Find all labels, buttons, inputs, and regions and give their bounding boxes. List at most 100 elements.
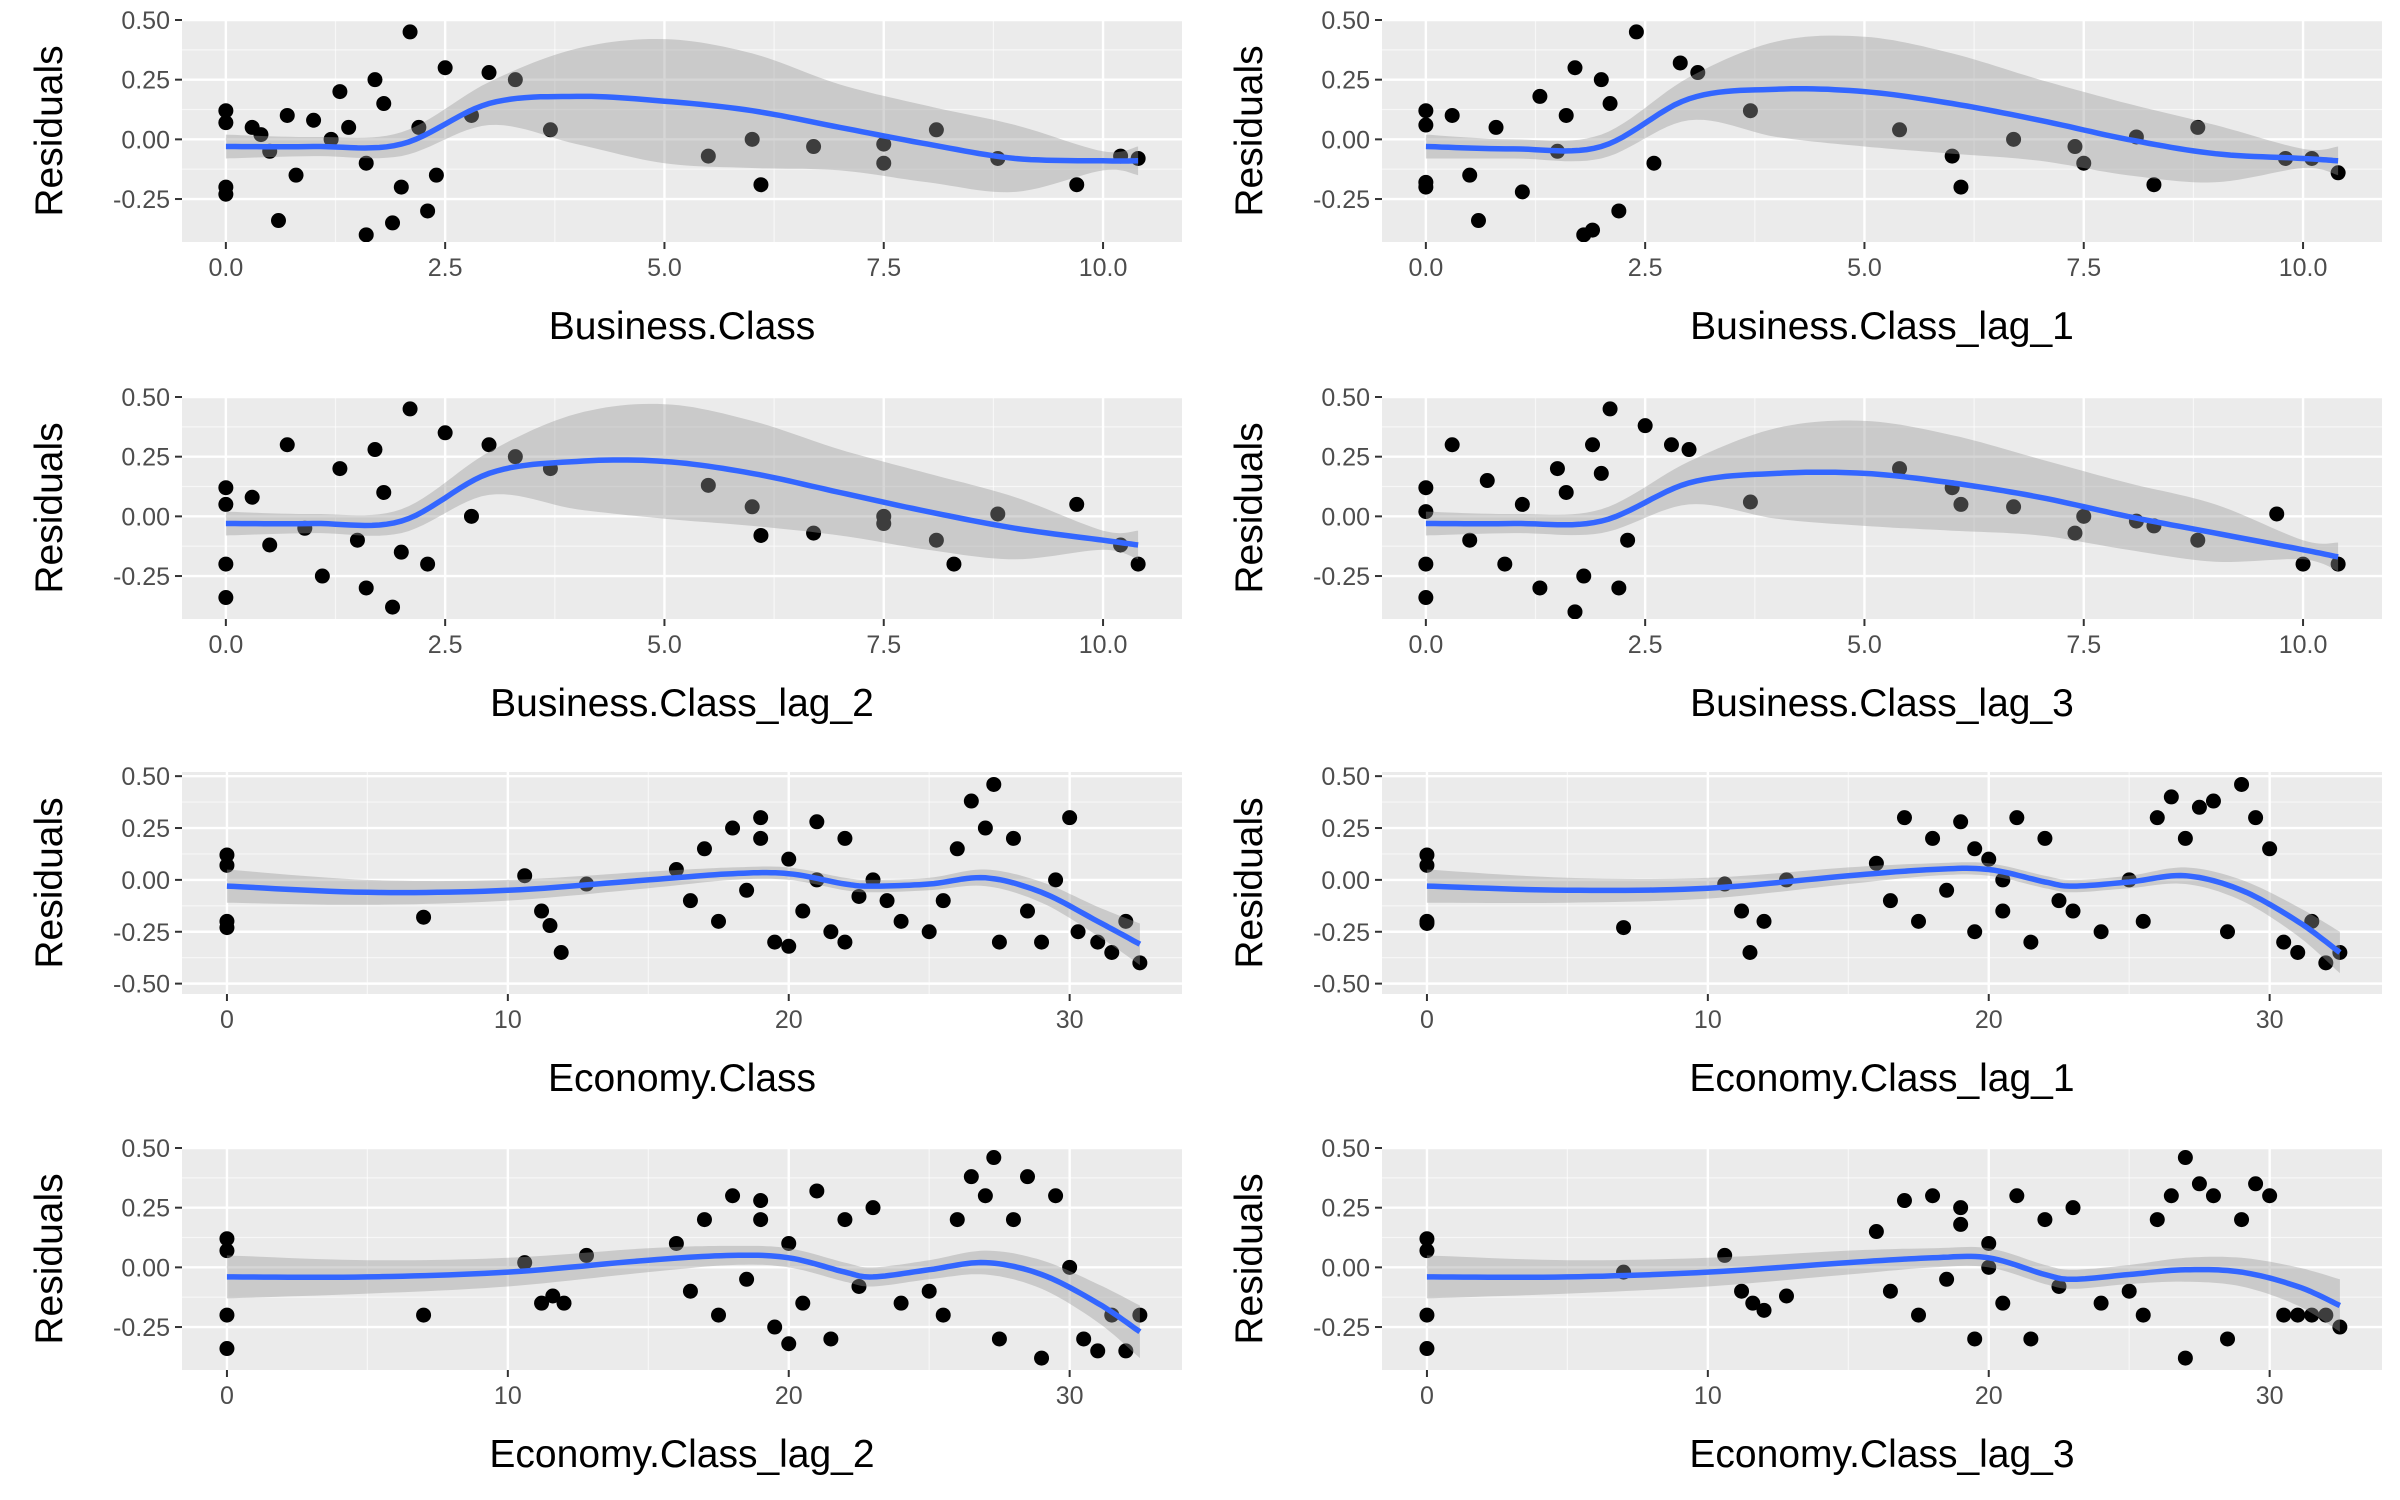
- residual-panel: 0 10 20 30 -0.50 -0.25 0.00 0.25 0.50 Economy.Cla…: [1228, 763, 2382, 1100]
- x-tick-label: 0.0: [1408, 254, 1443, 282]
- smooth-line: [225, 457, 1139, 548]
- data-point: [1892, 122, 1908, 138]
- data-point: [2262, 1188, 2278, 1204]
- data-point: [1925, 830, 1941, 846]
- y-tick-label: -0.25: [1313, 919, 1370, 947]
- data-point: [2304, 1307, 2320, 1323]
- data-point: [2067, 525, 2083, 541]
- data-point: [753, 527, 769, 543]
- data-point: [795, 1295, 811, 1311]
- panel-background: [1382, 397, 2382, 619]
- data-point: [402, 24, 418, 40]
- data-point: [2023, 1331, 2039, 1347]
- data-point: [711, 913, 727, 929]
- x-tick-label: 10: [494, 1382, 522, 1410]
- data-point: [1745, 1295, 1761, 1311]
- x-axis-title: Business.Class_lag_3: [1690, 682, 2074, 725]
- data-point: [876, 516, 892, 532]
- data-point: [2065, 903, 2081, 919]
- data-point: [2006, 499, 2022, 515]
- x-tick-label: 10: [1694, 1382, 1722, 1410]
- data-point: [2037, 830, 2053, 846]
- plot-area: [1418, 401, 2346, 619]
- data-point: [219, 847, 235, 863]
- plot-area: [1419, 1150, 2348, 1366]
- data-point: [2248, 1176, 2264, 1192]
- data-point: [1514, 184, 1530, 200]
- data-point: [753, 830, 769, 846]
- data-point: [1576, 568, 1592, 584]
- data-point: [219, 920, 235, 936]
- data-point: [367, 72, 383, 88]
- data-point: [218, 103, 234, 119]
- y-tick-label: -0.25: [1313, 563, 1370, 591]
- plot-area: [219, 1150, 1148, 1366]
- data-point: [2332, 1319, 2348, 1335]
- plot-area: [219, 776, 1148, 971]
- data-point: [219, 1243, 235, 1259]
- data-point: [2290, 945, 2306, 961]
- data-point: [279, 107, 295, 123]
- data-point: [1778, 1288, 1794, 1304]
- data-point: [2051, 1278, 2067, 1294]
- y-tick-label: -0.25: [113, 186, 170, 214]
- data-point: [1470, 213, 1486, 229]
- y-tick-label: 0.50: [121, 1135, 170, 1163]
- residual-panel: 0.0 2.5 5.0 7.5 10.0 -0.25 0.00 0.25 0.50 Busines…: [28, 7, 1182, 348]
- x-tick-label: 10: [494, 1006, 522, 1034]
- data-point: [420, 203, 436, 219]
- data-point: [1995, 1295, 2011, 1311]
- data-point: [556, 1295, 572, 1311]
- data-point: [1620, 532, 1636, 548]
- data-point: [1602, 401, 1618, 417]
- data-point: [682, 1283, 698, 1299]
- y-tick-label: 0.50: [121, 7, 170, 35]
- data-point: [542, 918, 558, 934]
- data-point: [2269, 506, 2285, 522]
- data-point: [1672, 55, 1688, 71]
- data-point: [437, 425, 453, 441]
- data-point: [2006, 131, 2022, 147]
- data-point: [700, 148, 716, 164]
- data-point: [1925, 1188, 1941, 1204]
- data-point: [1734, 1283, 1750, 1299]
- data-point: [2330, 556, 2346, 572]
- data-point: [1419, 1307, 1435, 1323]
- data-point: [1756, 1302, 1772, 1318]
- data-point: [1069, 496, 1085, 512]
- data-point: [1558, 484, 1574, 500]
- data-point: [1896, 810, 1912, 826]
- data-point: [270, 213, 286, 229]
- y-tick-label: 0.50: [1321, 384, 1370, 412]
- data-point: [218, 590, 234, 606]
- x-tick-label: 7.5: [866, 254, 901, 282]
- data-point: [963, 1169, 979, 1185]
- residual-panel: 0.0 2.5 5.0 7.5 10.0 -0.25 0.00 0.25 0.50 Busines…: [1228, 7, 2382, 348]
- y-tick-label: 0.25: [1321, 815, 1370, 843]
- data-point: [2318, 1307, 2334, 1323]
- data-point: [753, 177, 769, 193]
- y-axis-title: Residuals: [28, 1173, 71, 1344]
- data-point: [1090, 934, 1106, 950]
- residual-panel: 0 10 20 30 -0.25 0.00 0.25 0.50 Economy.Class_la…: [1228, 1135, 2382, 1476]
- x-tick-label: 0: [220, 1382, 234, 1410]
- data-point: [1419, 847, 1435, 863]
- data-point: [1981, 851, 1997, 867]
- data-point: [739, 882, 755, 898]
- data-point: [823, 1331, 839, 1347]
- data-point: [2076, 508, 2092, 524]
- data-point: [507, 72, 523, 88]
- data-point: [1742, 103, 1758, 119]
- data-point: [2093, 1295, 2109, 1311]
- confidence-band: [1426, 1246, 2340, 1332]
- data-point: [1995, 872, 2011, 888]
- data-point: [2065, 1200, 2081, 1216]
- y-tick-label: 0.50: [1321, 763, 1370, 791]
- data-point: [921, 924, 937, 940]
- data-point: [921, 1283, 937, 1299]
- data-point: [809, 1183, 825, 1199]
- y-tick-label: -0.25: [1313, 186, 1370, 214]
- x-axis-title: Business.Class: [549, 305, 816, 348]
- data-point: [2318, 955, 2334, 971]
